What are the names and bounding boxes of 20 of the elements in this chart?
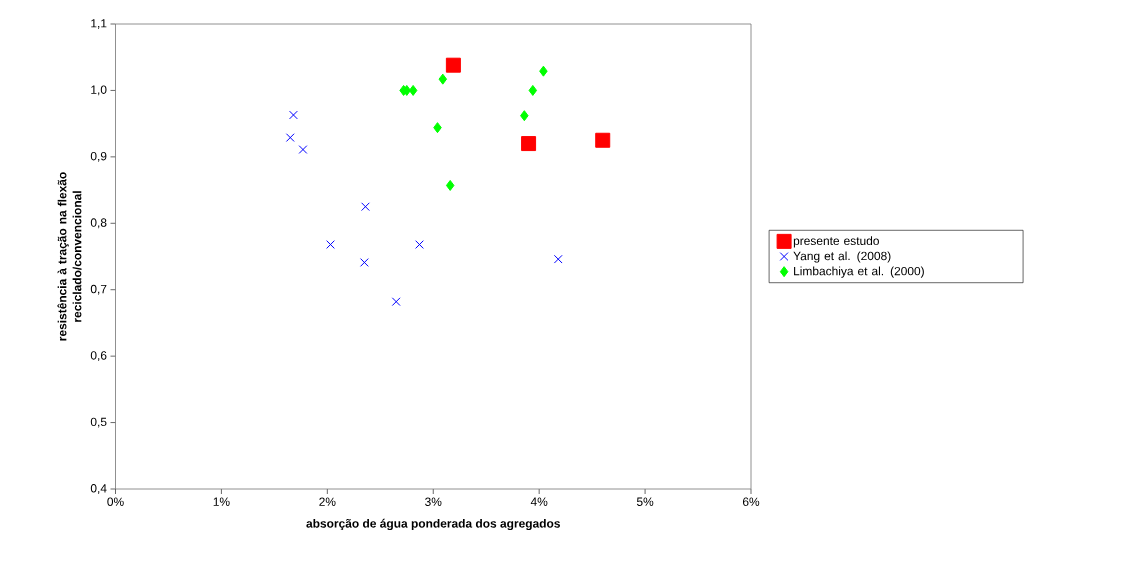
y-tick-label: 1,1 [91,19,107,29]
y-tick-label: 0,4 [90,484,107,494]
y-tick-label: 0,9 [90,151,107,162]
x-tick-label: 5% [636,497,654,506]
x-axis-title: absorção de água ponderada dos agregados [306,518,560,531]
y-tick-label: 0,5 [90,417,107,428]
y-tick-label: 0,6 [90,351,107,362]
x-tick-label: 3% [425,497,442,506]
y-tick-label: 0,7 [90,284,107,295]
y-axis-title: resistência à tração na flexão reciclado/convencional [57,172,82,341]
x-tick-label: 4% [530,497,548,506]
y-tick-label: 0,8 [90,218,107,229]
x-tick-label: 6% [742,497,760,506]
y-tick-label: 1,0 [91,85,107,96]
legend-label: presente estudo [793,236,879,248]
legend-label: Limbachiya et al. (2000) [794,266,924,278]
legend-label: Yang et al. (2008) [793,251,891,263]
x-tick-label: 0% [107,497,124,506]
x-tick-label: 1% [213,497,230,506]
x-tick-label: 2% [319,497,336,506]
